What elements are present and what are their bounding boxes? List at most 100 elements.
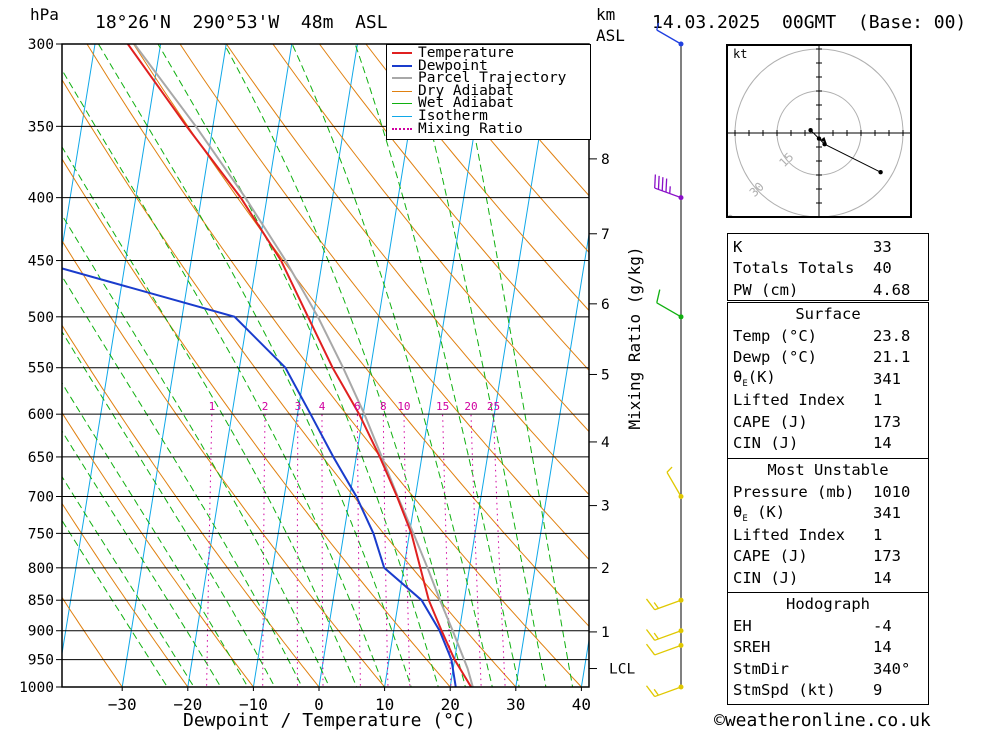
parcel-trajectory xyxy=(133,44,474,687)
hodograph-ring-label: 45 xyxy=(728,209,737,216)
km-tick-label: 4 xyxy=(601,435,610,451)
km-tick-label: 7 xyxy=(601,227,610,243)
y-tick-label: 900 xyxy=(28,624,54,640)
km-tick-label: 8 xyxy=(601,152,610,168)
mixing-ratio-label: 25 xyxy=(487,400,500,413)
surface-row: Lifted Index 1 xyxy=(728,390,928,412)
surface-value: 23.8 xyxy=(873,326,911,345)
surface-label: Dewp (°C) xyxy=(733,348,817,367)
site-name[interactable]: weatheronline.co.uk xyxy=(724,710,931,731)
hodograph-stat-label: SREH xyxy=(733,638,771,657)
isotherm-line xyxy=(62,44,162,657)
legend-item-dewpoint: Dewpoint xyxy=(392,59,566,73)
most-unstable-label: CAPE (J) xyxy=(733,547,808,566)
isotherm-line xyxy=(252,44,358,687)
index-label: K xyxy=(733,237,743,256)
hodograph-point xyxy=(878,170,883,175)
y-tick-label: 950 xyxy=(28,653,54,669)
x-tick-label: 10 xyxy=(375,695,394,714)
km-tick-label: LCL xyxy=(609,662,635,678)
surface-label: CAPE (J) xyxy=(733,412,808,431)
hodograph-stat-row: EH -4 xyxy=(728,615,928,637)
temperature-profile xyxy=(126,44,473,687)
hodograph-chart: 153045 xyxy=(692,6,946,260)
copyright-icon: © xyxy=(714,710,725,731)
km-tick-label: 3 xyxy=(601,499,610,515)
most-unstable-label: θE (K) xyxy=(733,502,786,524)
most-unstable-label: CIN (J) xyxy=(733,568,799,587)
surface-label: Lifted Index xyxy=(733,391,845,410)
dewpoint-profile xyxy=(62,267,457,687)
dry-adiabat-line xyxy=(458,44,589,197)
index-value: 33 xyxy=(873,237,892,256)
mixing-ratio-line xyxy=(206,414,213,687)
most-unstable-value: 173 xyxy=(873,547,901,566)
y-tick-label: 800 xyxy=(28,561,54,577)
y-tick-label: 400 xyxy=(28,191,54,207)
km-tick-label: 1 xyxy=(601,625,610,641)
isotherm-line xyxy=(515,231,589,687)
dry-adiabat-line xyxy=(411,44,589,254)
most-unstable-row: Pressure (mb) 1010 xyxy=(728,481,928,503)
wet-adiabat-line xyxy=(97,44,412,687)
y-tick-label: 750 xyxy=(28,526,54,542)
hodograph-stat-value: -4 xyxy=(873,616,892,635)
legend: Temperature Dewpoint Parcel Trajectory D… xyxy=(386,44,591,140)
y-tick-label: 550 xyxy=(28,361,54,377)
storm-motion-icon xyxy=(820,137,827,143)
wet-adiabat-line xyxy=(354,44,520,687)
isotherm-line xyxy=(187,44,293,687)
mixing-ratio-label: 2 xyxy=(262,400,269,413)
mixing-ratio-line xyxy=(296,414,299,687)
y-tick-label: 300 xyxy=(28,37,54,53)
surface-label: Temp (°C) xyxy=(733,326,817,345)
wet-adiabat-line xyxy=(62,330,276,687)
x-tick-label: 40 xyxy=(572,695,591,714)
surface-label: CIN (J) xyxy=(733,434,799,453)
surface-row: θE(K) 341 xyxy=(728,368,928,390)
asl-label: ASL xyxy=(596,26,625,45)
mixing-ratio-label: 10 xyxy=(397,400,410,413)
indices-table: K 33 Totals Totals 40 PW (cm) 4.68 xyxy=(727,233,929,301)
wind-barb xyxy=(666,466,684,500)
plot-frame xyxy=(61,43,590,688)
location-title: 18°26'N 290°53'W 48m ASL xyxy=(95,12,388,33)
isotherm-line xyxy=(121,44,227,687)
hodograph-table-title: Hodograph xyxy=(786,595,870,613)
index-row: K 33 xyxy=(728,236,928,258)
hodograph-stat-label: StmDir xyxy=(733,659,789,678)
wind-barb xyxy=(645,642,684,656)
legend-item-parcel: Parcel Trajectory xyxy=(392,71,566,85)
hodograph-stat-value: 14 xyxy=(873,638,892,657)
mixing-ratio-label: 8 xyxy=(380,400,387,413)
surface-value: 341 xyxy=(873,369,901,388)
surface-table: Surface Temp (°C) 23.8 Dewp (°C) 21.1 θE(K) 3… xyxy=(727,302,929,459)
mixing-ratio-line xyxy=(356,414,361,687)
y-tick-label: 650 xyxy=(28,450,54,466)
legend-item-wet: Wet Adiabat xyxy=(392,96,566,110)
mixing-ratio-line xyxy=(262,414,266,687)
surface-title: Surface xyxy=(795,305,861,323)
isotherm-line xyxy=(62,44,96,252)
y-tick-label: 850 xyxy=(28,593,54,609)
mixing-ratio-line xyxy=(493,414,506,687)
index-value: 40 xyxy=(873,259,892,278)
wet-adiabat-line xyxy=(62,145,358,687)
most-unstable-row: Lifted Index 1 xyxy=(728,524,928,546)
dry-adiabat-line xyxy=(318,44,589,372)
hodograph-stat-row: StmDir 340° xyxy=(728,658,928,680)
mixing-ratio-label: 6 xyxy=(354,400,361,413)
hodograph-panel: 153045 kt xyxy=(692,6,946,260)
legend-item-mixing: Mixing Ratio xyxy=(392,122,566,136)
wind-barb xyxy=(645,628,684,641)
y-tick-label: 450 xyxy=(28,254,54,270)
surface-row: Dewp (°C) 21.1 xyxy=(728,347,928,369)
most-unstable-row: θE (K) 341 xyxy=(728,503,928,525)
y-tick-label: 350 xyxy=(28,119,54,135)
hodograph-table: Hodograph EH -4 SREH 14 StmDir 340° StmSpd (kt… xyxy=(727,592,929,705)
dry-adiabat-line xyxy=(62,596,123,687)
mixing-ratio-line xyxy=(321,414,324,687)
km-tick-label: 2 xyxy=(601,561,610,577)
mixing-ratio-label: 15 xyxy=(436,400,449,413)
